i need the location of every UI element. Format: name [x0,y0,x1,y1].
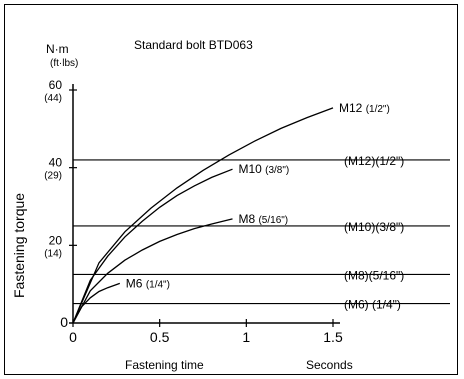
y-tick-label-0: 0 [60,314,68,330]
y-tick-label-3: 60 [49,78,63,92]
y-tick-label-1: 20 [49,233,63,247]
reference-line-label-1: (M10)(3/8") [344,220,404,234]
y-axis-label: Fastening torque [11,193,27,298]
reference-line-label-3: (M6) (1/4") [344,298,401,312]
series-label-m8: M8 (5/16") [238,212,288,226]
y-tick-label-2: 40 [49,156,63,170]
series-line-m10 [72,168,233,324]
reference-line-label-0: (M12)(1/2") [344,154,404,168]
series-line-m8 [72,218,233,324]
series-line-m12 [72,107,334,324]
series-label-m12: M12 (1/2") [339,101,390,115]
y-unit-secondary: (ft·lbs) [50,58,78,69]
y-unit-primary: N·m [46,42,69,56]
x-tick-label-1: 0.5 [150,329,170,345]
y-tick-sub-2: (29) [44,171,62,182]
x-tick-label-0: 0 [69,329,77,345]
y-tick-sub-3: (44) [44,93,62,104]
chart-title: Standard bolt BTD063 [134,38,253,52]
chart-frame [4,4,458,375]
x-axis-label: Fastening time [125,358,204,372]
series-label-m6: M6 (1/4") [126,276,170,290]
x-tick-label-3: 1.5 [323,329,343,345]
reference-line-label-2: (M8)(5/16") [344,268,404,282]
y-tick-sub-1: (14) [44,248,62,259]
series-label-m10: M10 (3/8") [238,162,289,176]
x-unit-label: Seconds [306,358,353,372]
x-tick-label-2: 1 [242,329,250,345]
